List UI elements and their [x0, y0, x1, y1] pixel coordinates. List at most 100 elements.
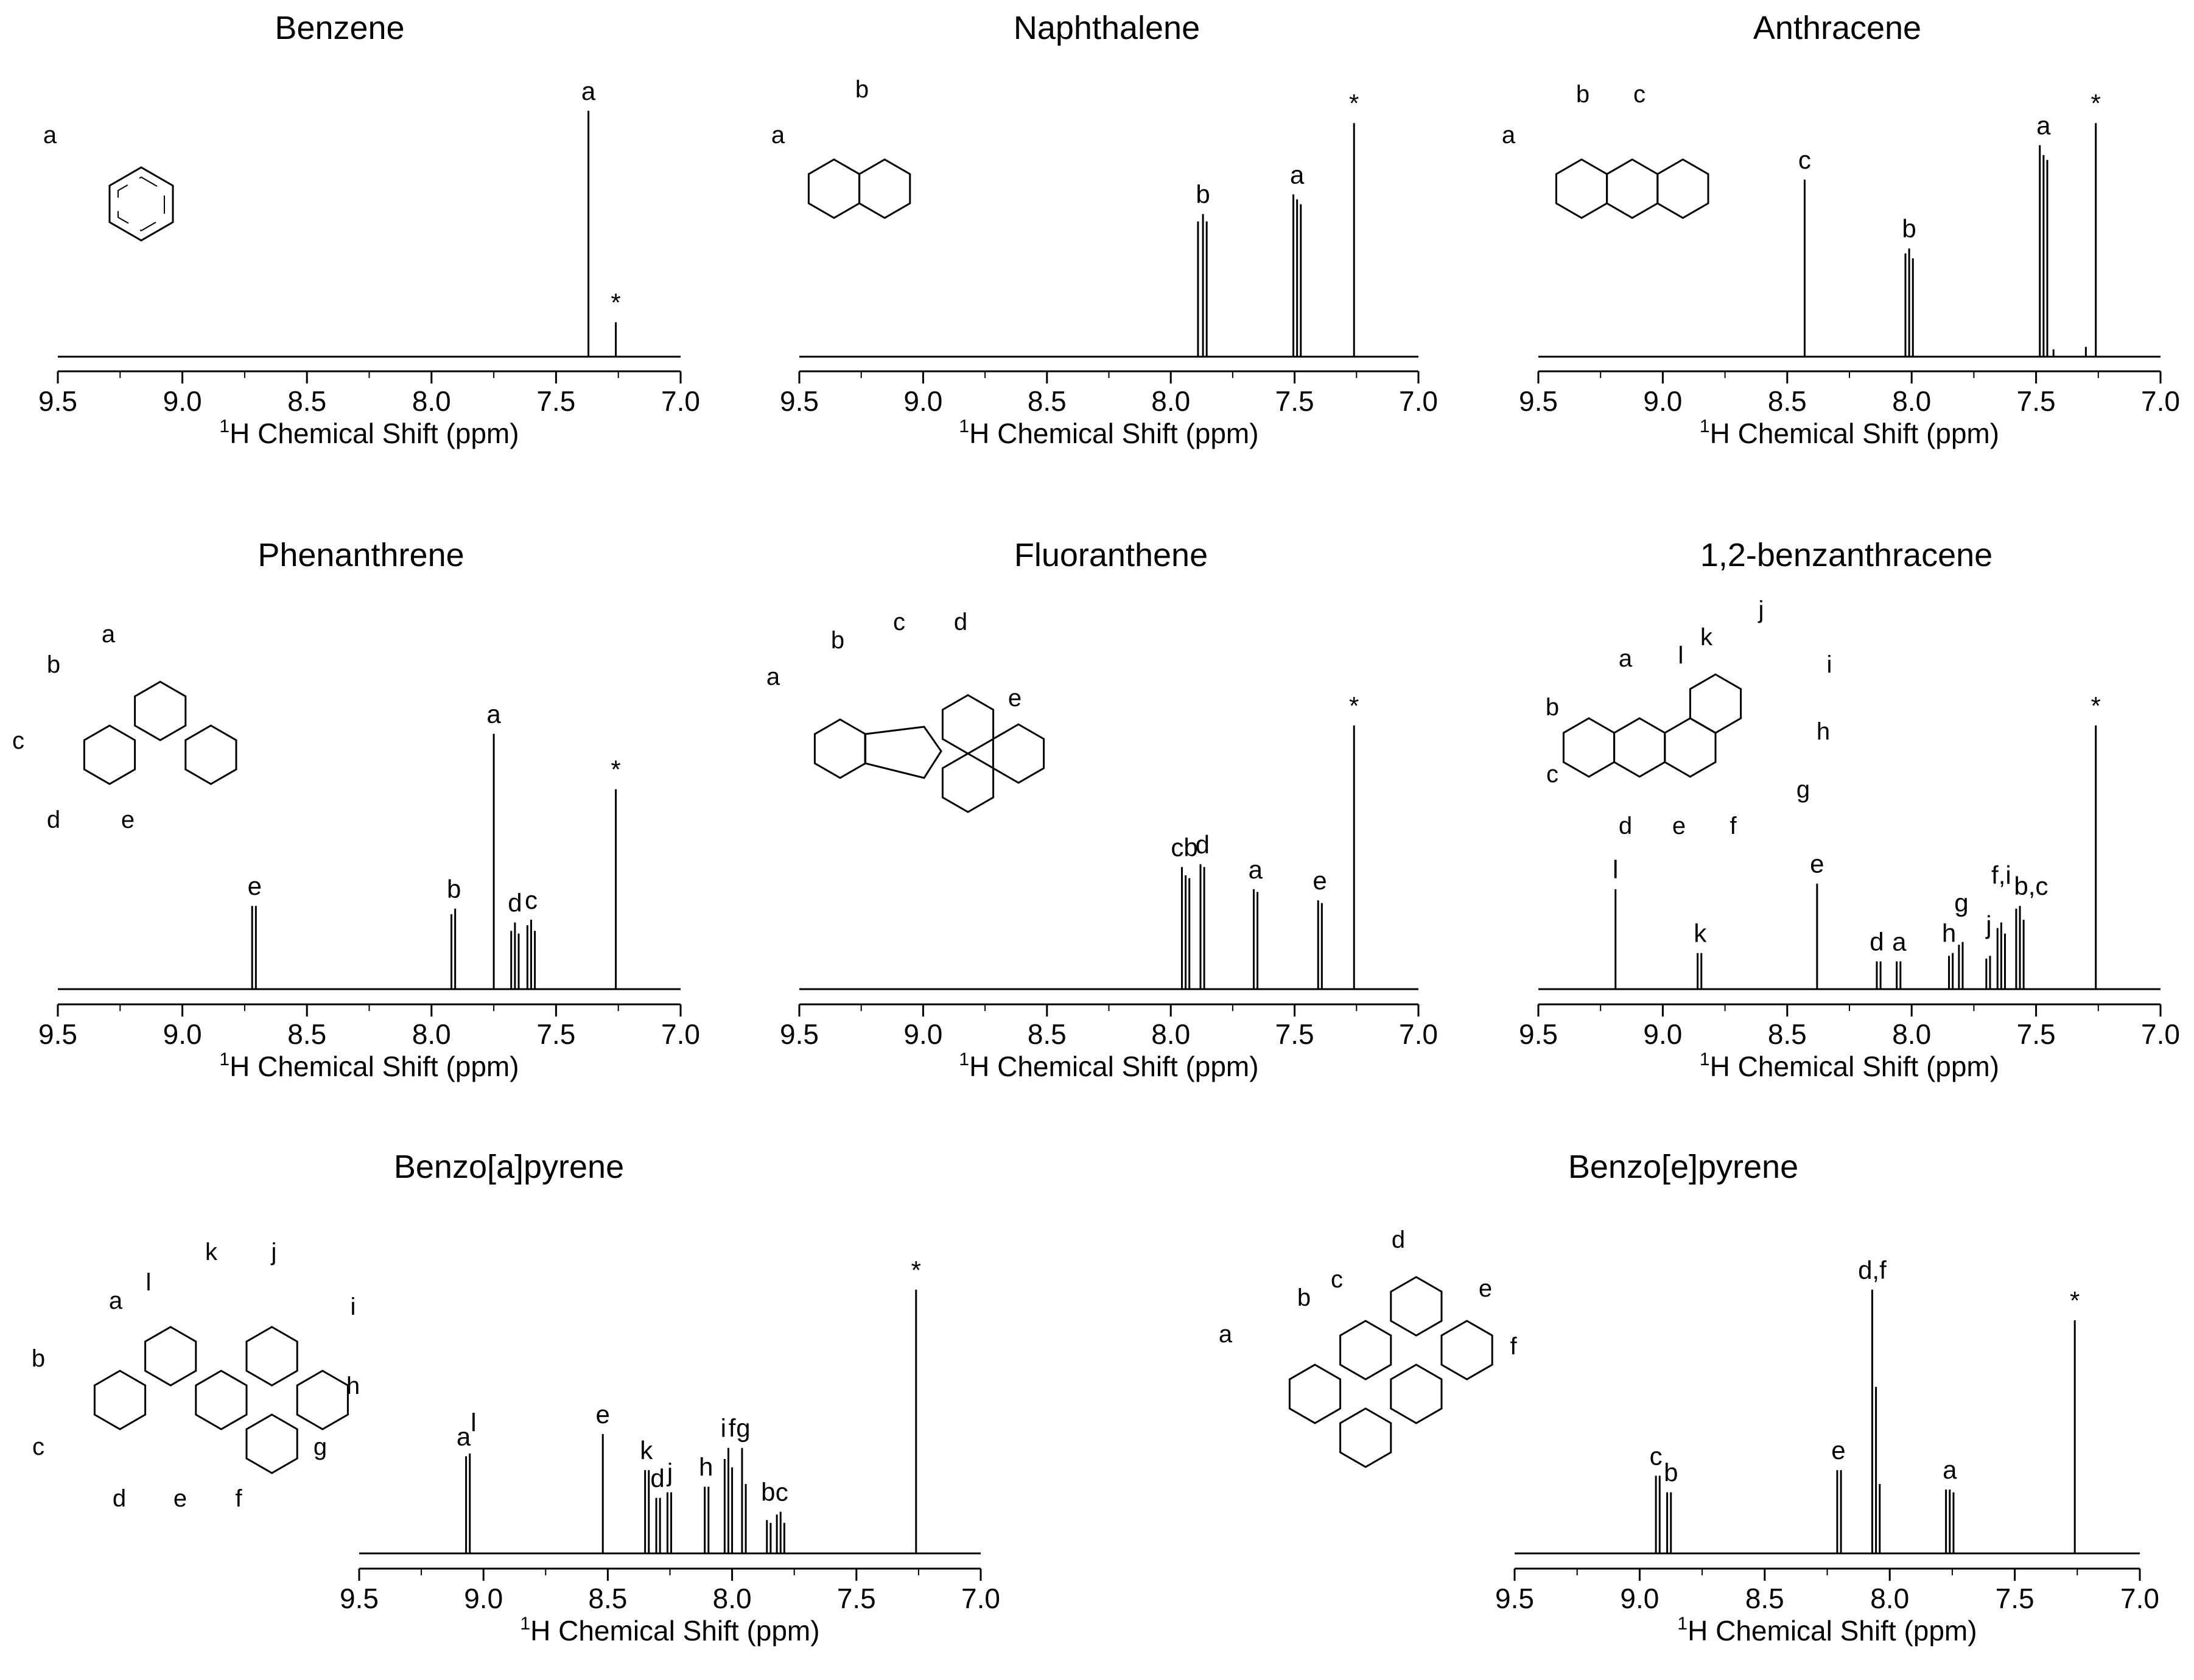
- structure-label: a: [771, 122, 785, 149]
- x-tick-label: 9.0: [1643, 385, 1682, 417]
- peak-label: h: [1942, 919, 1956, 948]
- x-tick-label: 8.0: [713, 1583, 752, 1614]
- peak-label: e: [1810, 850, 1824, 878]
- peak-label: d: [650, 1464, 664, 1493]
- spectrum-area: 9.5 9.0 8.5 8.0 7.5 7.0 1H Chemical Shift (ppm…: [340, 1256, 1000, 1647]
- x-tick-label: 7.0: [661, 1018, 700, 1050]
- peak-label: g: [736, 1414, 750, 1443]
- peak-label: *: [611, 755, 620, 784]
- panel-anthracene: Anthracene a b c 9.5 9.0 8.5 8.0 7.5 7.0 1H Ch…: [1502, 10, 2180, 449]
- x-tick-label: 8.5: [1028, 1018, 1067, 1050]
- peak-label: *: [2091, 691, 2101, 720]
- peak-label: b: [1196, 180, 1210, 209]
- peak-label: h: [699, 1453, 713, 1482]
- peak-label: e: [1313, 866, 1327, 895]
- panel-benzo-e-pyrene: Benzo[e]pyrene a b c d e f 9.5 9.0 8.5 8.0 7…: [1219, 1149, 2159, 1647]
- x-tick-label: 7.0: [1399, 1018, 1438, 1050]
- peak-label: *: [2070, 1286, 2080, 1315]
- structure-label: d: [1392, 1227, 1405, 1253]
- peak-label: c: [1798, 145, 1811, 174]
- x-tick-label: 7.0: [2141, 1018, 2180, 1050]
- x-tick-label: 9.5: [780, 1018, 819, 1050]
- molecule-benzene: [108, 166, 174, 242]
- peak-label: f,i: [1991, 861, 2011, 889]
- structure-label: a: [102, 621, 116, 648]
- structure-label: c: [32, 1433, 44, 1460]
- structure-label: a: [43, 122, 57, 149]
- structure-label: a: [1219, 1321, 1233, 1348]
- peak-label: e: [1831, 1436, 1845, 1465]
- structure-label: l: [146, 1269, 152, 1296]
- panel-title: 1,2-benzanthracene: [1700, 537, 1992, 573]
- x-tick-label: 7.5: [536, 385, 575, 417]
- structure-label: j: [1758, 597, 1764, 623]
- structure-label: e: [121, 807, 135, 833]
- structure-label: d: [954, 609, 967, 635]
- structure-label: a: [766, 663, 780, 690]
- peak-label: e: [248, 872, 262, 900]
- structure-label: f: [1730, 813, 1737, 839]
- structure-label: h: [1817, 718, 1830, 745]
- x-tick-label: 8.5: [287, 385, 326, 417]
- peak-label: *: [1349, 89, 1359, 117]
- x-tick-label: 8.0: [1892, 385, 1931, 417]
- peak-label: b: [761, 1478, 775, 1507]
- x-axis-label: 1H Chemical Shift (ppm): [959, 416, 1258, 449]
- structure-label: k: [205, 1239, 218, 1265]
- structure-label: c: [1331, 1266, 1343, 1293]
- peak-label: d,f: [1858, 1256, 1887, 1284]
- structure-label: b: [47, 651, 60, 678]
- molecule-fluoranthene: [813, 694, 1045, 813]
- structure-label: a: [1502, 122, 1516, 149]
- structure-label: b: [831, 627, 844, 654]
- x-tick-label: 9.5: [38, 385, 77, 417]
- panel-benzene: Benzene a 9.5 9.0 8.5 8.0 7.5 7.0 1H Chemical …: [38, 10, 700, 449]
- structure-label: c: [12, 727, 24, 754]
- spectrum-area: 9.5 9.0 8.5 8.0 7.5 7.0 1H Chemical Shift (ppm…: [780, 691, 1438, 1082]
- structure-label: j: [271, 1239, 277, 1265]
- panel-naphthalene: Naphthalene a b 9.5 9.0 8.5 8.0 7.5 7.0 1H Che…: [771, 10, 1438, 449]
- peak-label: j: [1985, 911, 1991, 939]
- x-tick-label: 7.0: [2141, 385, 2180, 417]
- x-tick-label: 8.5: [1745, 1583, 1784, 1614]
- x-tick-label: 7.5: [2017, 1018, 2056, 1050]
- x-tick-label: 7.5: [1275, 385, 1314, 417]
- spectrum-area: 9.5 9.0 8.5 8.0 7.5 7.0 1H Chemical Shift (ppm…: [38, 699, 700, 1082]
- structure-label: e: [1672, 813, 1686, 839]
- x-tick-label: 9.0: [903, 1018, 942, 1050]
- peak-label: b: [1902, 214, 1916, 243]
- structure-label: e: [1479, 1275, 1492, 1302]
- structure-label: e: [173, 1485, 187, 1512]
- x-tick-label: 9.0: [163, 385, 202, 417]
- x-axis-label: 1H Chemical Shift (ppm): [219, 416, 519, 449]
- x-tick-label: 8.5: [588, 1583, 627, 1614]
- x-tick-label: 9.0: [464, 1583, 503, 1614]
- structure-label: c: [1546, 761, 1558, 788]
- structure-label: i: [1827, 651, 1832, 678]
- x-axis-label: 1H Chemical Shift (ppm): [520, 1614, 819, 1647]
- x-tick-label: 8.5: [1028, 385, 1067, 417]
- peak-label: a: [581, 77, 596, 105]
- x-tick-label: 9.0: [1643, 1018, 1682, 1050]
- peak-label: k: [1694, 919, 1707, 948]
- peak-label: *: [2091, 89, 2101, 117]
- peak-label: *: [911, 1256, 921, 1284]
- structure-label: b: [32, 1345, 45, 1372]
- peak-label: cb: [1171, 833, 1197, 861]
- x-tick-label: 8.0: [1892, 1018, 1931, 1050]
- peak-label: b: [1664, 1458, 1678, 1487]
- spectrum-area: 9.5 9.0 8.5 8.0 7.5 7.0 1H Chemical Shift (ppm…: [38, 77, 700, 449]
- panel-fluoranthene: Fluoranthene a b c d e 9.5 9.0 8.5 8.0 7.5 7.…: [766, 537, 1438, 1082]
- structure-label: f: [235, 1485, 242, 1512]
- spectrum-area: 9.5 9.0 8.5 8.0 7.5 7.0 1H Chemical Shift (ppm…: [1519, 691, 2180, 1082]
- structure-label: g: [314, 1433, 327, 1460]
- structure-label: d: [113, 1485, 126, 1512]
- structure-label: g: [1796, 776, 1810, 803]
- molecule-benzanthracene: [1562, 673, 1742, 778]
- structure-label: e: [1008, 685, 1022, 712]
- structure-label: b: [1546, 694, 1559, 721]
- peak-label: i: [721, 1414, 726, 1443]
- peak-label: c: [1650, 1441, 1663, 1470]
- spectrum-area: 9.5 9.0 8.5 8.0 7.5 7.0 1H Chemical Shift (ppm…: [1519, 89, 2180, 449]
- x-axis-label: 1H Chemical Shift (ppm): [1700, 1049, 1999, 1082]
